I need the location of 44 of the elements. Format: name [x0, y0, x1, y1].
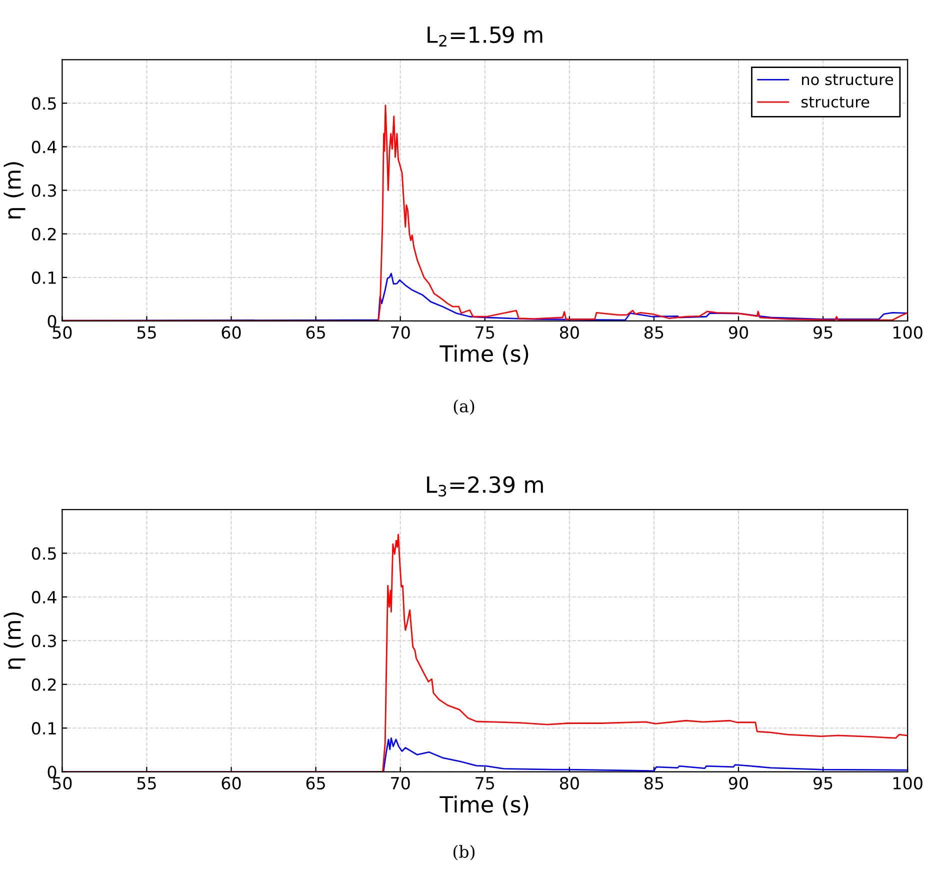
x-tick-label: 60: [222, 776, 241, 790]
y-tick-label: 0.5: [32, 97, 56, 110]
chart-title: L$_{3}$=2.39 m: [427, 476, 543, 497]
text: (a): [454, 400, 474, 415]
legend-label: structure: [801, 96, 870, 108]
y-tick-label: 0.3: [32, 634, 56, 648]
y-axis-title: η (m): [4, 612, 26, 669]
y-tick-label: 0.4: [32, 140, 56, 154]
x-tick-label: 50: [52, 776, 72, 790]
x-tick-label: 60: [222, 326, 241, 339]
y-axis-title: η (m): [4, 162, 26, 218]
x-tick-label: 55: [137, 326, 156, 339]
x-tick-label: 85: [644, 326, 664, 339]
x-tick-label: 50: [52, 326, 72, 339]
chart-title: L$_{2}$=1.59 m: [428, 26, 542, 46]
x-tick-label: 65: [306, 326, 325, 339]
x-tick-label: 75: [476, 777, 494, 790]
x-tick-label: 65: [306, 776, 325, 790]
x-tick-label: 95: [813, 326, 832, 339]
x-tick-label: 100: [894, 776, 922, 790]
text: (b): [453, 845, 475, 860]
x-tick-label: 75: [476, 326, 494, 339]
y-tick-label: 0.1: [32, 722, 56, 735]
x-axis-title: Time (s): [440, 796, 528, 816]
x-tick-label: 70: [391, 776, 410, 790]
x-tick-label: 90: [728, 776, 748, 790]
legend-label: no structure: [802, 74, 894, 86]
y-tick-label: 0.2: [32, 678, 56, 691]
x-tick-label: 90: [728, 326, 748, 339]
x-tick-label: 95: [813, 776, 832, 790]
y-tick-label: 0.1: [32, 271, 56, 284]
y-tick-label: 0: [48, 766, 56, 778]
y-tick-label: 0: [48, 314, 56, 328]
x-tick-label: 80: [560, 776, 579, 790]
x-axis-title: Time (s): [440, 344, 528, 365]
x-tick-label: 55: [137, 777, 156, 790]
y-tick-label: 0.5: [32, 547, 56, 560]
x-tick-label: 70: [391, 326, 410, 339]
y-tick-label: 0.4: [32, 590, 56, 604]
x-tick-label: 85: [644, 776, 664, 790]
x-tick-label: 100: [894, 326, 922, 339]
y-tick-label: 0.3: [32, 184, 56, 197]
x-tick-label: 80: [560, 326, 579, 339]
y-tick-label: 0.2: [32, 228, 56, 240]
